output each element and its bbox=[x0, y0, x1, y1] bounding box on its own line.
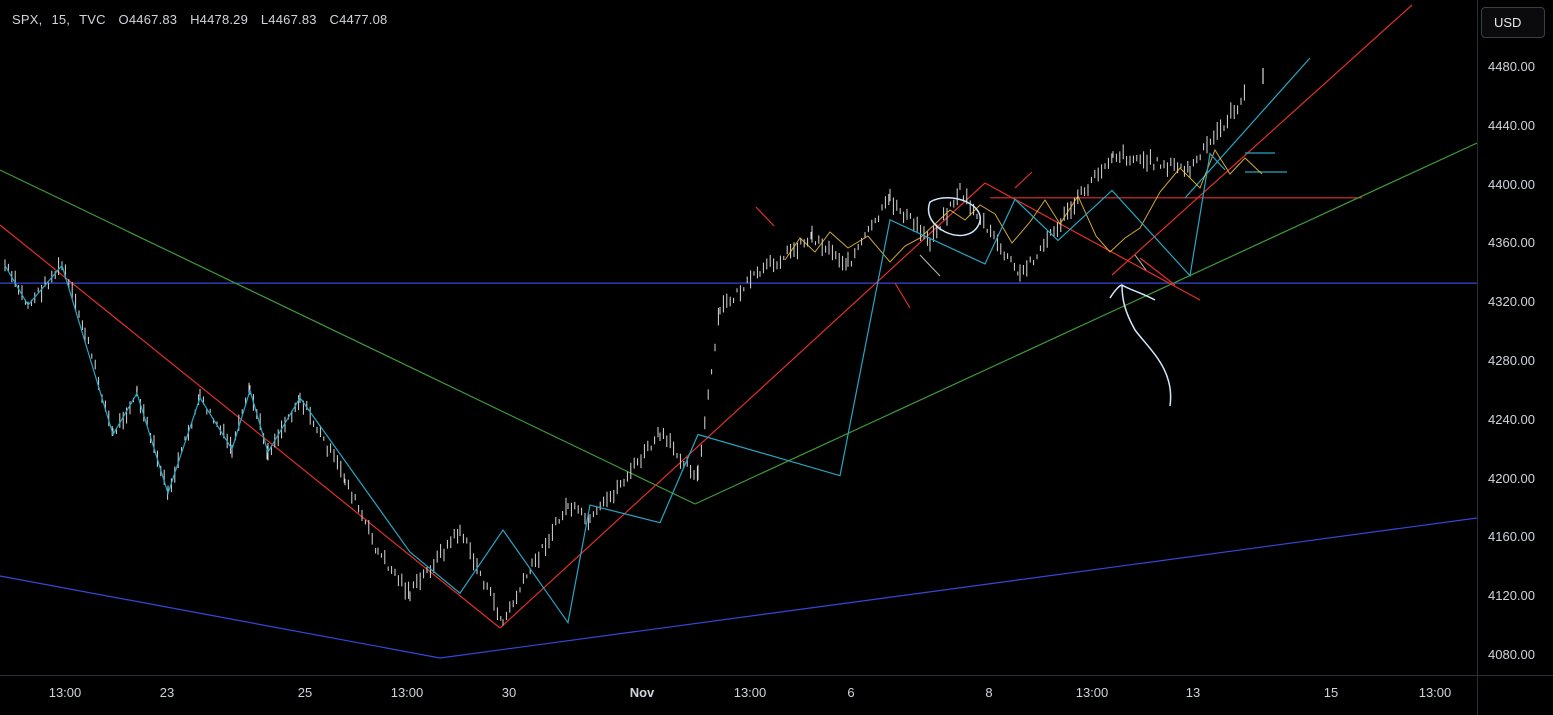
price-tick-label: 4240.00 bbox=[1488, 411, 1535, 427]
red-tick-mark-1 bbox=[894, 282, 911, 309]
time-tick-label: 13:00 bbox=[390, 685, 424, 700]
time-tick-label: 13:00 bbox=[1075, 685, 1109, 700]
red-trendline-steep bbox=[1111, 4, 1413, 276]
cyan-projection bbox=[1184, 57, 1311, 199]
red-tick-mark-0 bbox=[755, 206, 775, 227]
symbol-label: SPX, bbox=[12, 12, 43, 27]
time-tick-label: 15 bbox=[1323, 685, 1339, 700]
chart-plot-area[interactable] bbox=[0, 0, 1477, 675]
low-value: L4467.83 bbox=[260, 12, 317, 27]
time-tick-label: 8 bbox=[985, 685, 993, 700]
axis-corner bbox=[1477, 675, 1553, 715]
time-tick-label: 30 bbox=[501, 685, 517, 700]
red-channel-down bbox=[984, 182, 1201, 301]
price-tick-label: 4120.00 bbox=[1488, 588, 1535, 604]
time-tick-label: 6 bbox=[847, 685, 855, 700]
price-tick-label: 4200.00 bbox=[1488, 470, 1535, 486]
interval-label: 15, bbox=[51, 12, 71, 27]
price-tick-label: 4440.00 bbox=[1488, 117, 1535, 133]
blue-trendline-left bbox=[0, 575, 441, 659]
time-tick-label: 13:00 bbox=[733, 685, 767, 700]
green-trendline-down bbox=[0, 169, 696, 505]
price-tick-label: 4080.00 bbox=[1488, 647, 1535, 662]
red-channel-lower bbox=[1139, 257, 1176, 286]
exchange-label: TVC bbox=[79, 12, 106, 27]
price-axis[interactable] bbox=[1477, 0, 1553, 675]
time-axis[interactable] bbox=[0, 675, 1477, 715]
price-tick-label: 4280.00 bbox=[1488, 353, 1535, 368]
blue-trendline-right bbox=[439, 517, 1477, 659]
high-value: H4478.29 bbox=[190, 12, 249, 27]
green-trendline-up bbox=[694, 142, 1477, 505]
currency-button[interactable]: USD bbox=[1481, 7, 1545, 38]
red-trendline-down bbox=[0, 224, 501, 629]
gray-tick-mark-0 bbox=[919, 254, 941, 277]
ohlc-legend: SPX, 15, TVC O4467.83 H4478.29 L4467.83 C4… bbox=[12, 12, 396, 27]
time-tick-label: Nov bbox=[629, 685, 655, 700]
price-tick-label: 4160.00 bbox=[1488, 529, 1535, 545]
time-tick-label: 25 bbox=[297, 685, 313, 700]
red-trendline-up bbox=[499, 182, 986, 629]
time-tick-label: 13:00 bbox=[48, 685, 82, 700]
red-tick-mark-2 bbox=[1014, 171, 1033, 189]
price-tick-label: 4320.00 bbox=[1488, 294, 1535, 310]
candles-group bbox=[4, 84, 1245, 626]
time-tick-label: 13 bbox=[1185, 685, 1201, 700]
zigzag-line bbox=[4, 152, 1226, 625]
price-tick-label: 4480.00 bbox=[1488, 59, 1535, 74]
open-value: O4467.83 bbox=[118, 12, 178, 27]
hand-drawn-arrow bbox=[1109, 284, 1172, 407]
time-tick-label: 13:00 bbox=[1418, 685, 1452, 700]
highlighted-swing bbox=[784, 148, 1263, 263]
time-tick-label: 23 bbox=[159, 685, 175, 700]
circle-marker bbox=[927, 197, 981, 237]
price-tick-label: 4360.00 bbox=[1488, 235, 1535, 251]
gray-tick-mark-1 bbox=[1134, 254, 1147, 271]
price-tick-label: 4400.00 bbox=[1488, 176, 1535, 192]
close-value: C4477.08 bbox=[329, 12, 388, 27]
